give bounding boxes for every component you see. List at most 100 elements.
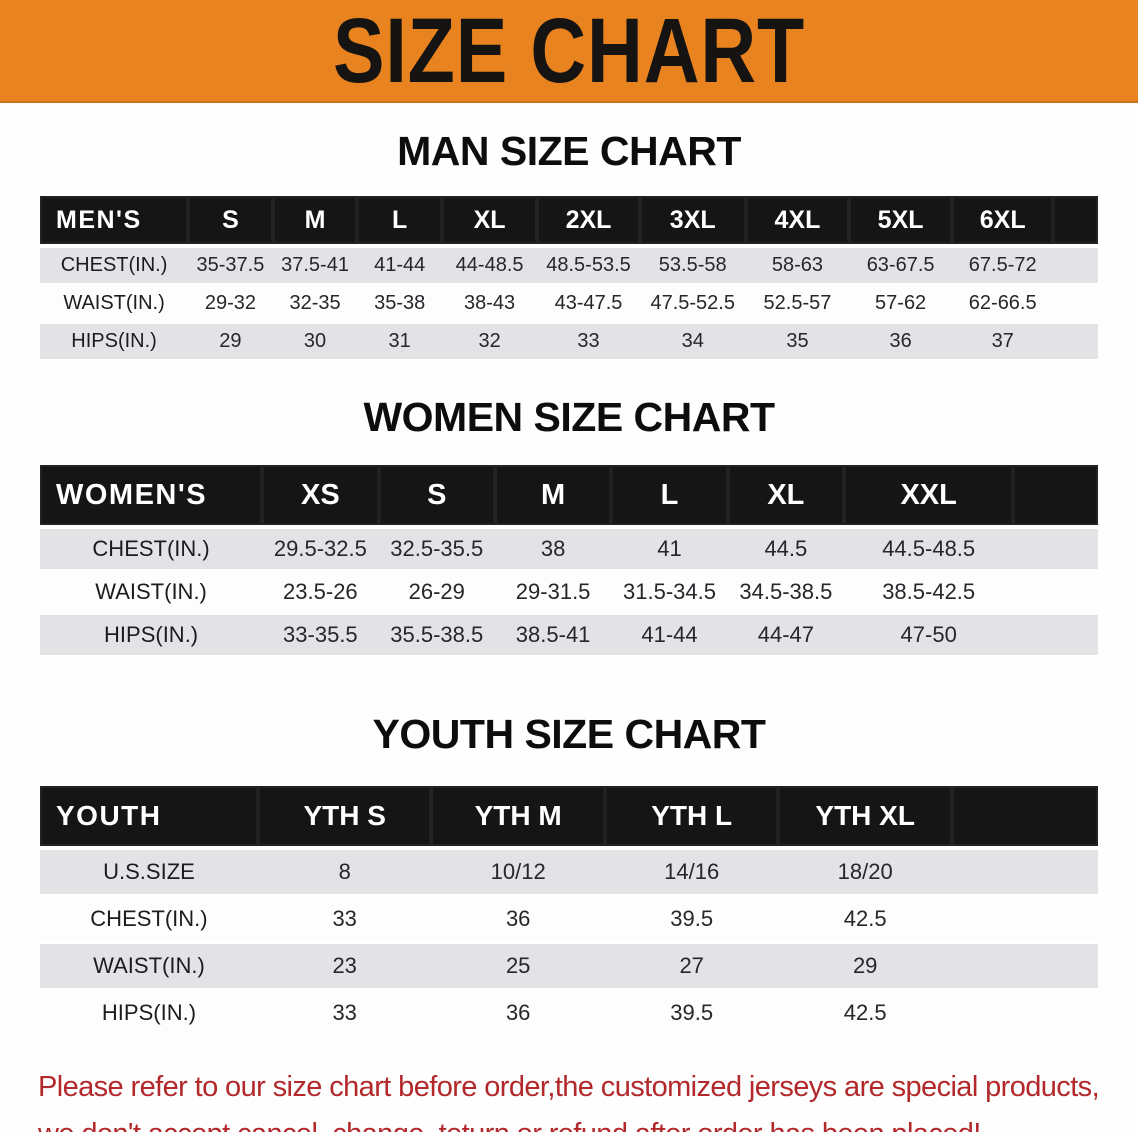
table-row: HIPS(IN.) 29 30 31 32 33 34 35 36 37 — [40, 324, 1098, 362]
size-value-cell: 29.5-32.5 — [262, 529, 379, 572]
size-value-cell: 62-66.5 — [951, 286, 1054, 324]
table-corner-label: YOUTH — [40, 786, 258, 850]
table-row: CHEST(IN.) 35-37.5 37.5-41 41-44 44-48.5 48.5… — [40, 248, 1098, 286]
spacer-cell — [1053, 248, 1098, 286]
size-value-cell: 38-43 — [441, 286, 538, 324]
size-column-header: M — [272, 196, 358, 248]
size-value-cell: 23 — [257, 944, 432, 991]
size-value-cell: 35 — [745, 324, 850, 362]
women-size-table: WOMEN'S XS S M L XL XXL CHEST(IN.) 29.5-32.5 32.5… — [40, 465, 1098, 658]
size-value-cell: 36 — [431, 991, 605, 1038]
table-row: U.S.SIZE 8 10/12 14/16 18/20 — [40, 850, 1098, 897]
size-column-header: YTH M — [431, 786, 605, 850]
table-corner-label: MEN'S — [40, 196, 189, 248]
row-label: WAIST(IN.) — [40, 572, 263, 615]
spacer-cell — [951, 850, 1098, 897]
size-column-header: XS — [262, 465, 379, 529]
disclaimer: Please refer to our size chart before or… — [38, 1064, 1100, 1132]
size-value-cell: 31.5-34.5 — [611, 572, 728, 615]
size-column-header: YTH L — [604, 786, 779, 850]
section-heading-man: MAN SIZE CHART — [397, 128, 741, 174]
size-column-header: S — [378, 465, 495, 529]
spacer-cell — [951, 991, 1098, 1038]
disclaimer-line-2: we don't accept cancel, change, teturn o… — [38, 1111, 1100, 1132]
section-heading-youth: YOUTH SIZE CHART — [372, 711, 766, 757]
row-label: CHEST(IN.) — [40, 248, 189, 286]
table-header-row: WOMEN'S XS S M L XL XXL — [40, 465, 1098, 529]
size-value-cell: 18/20 — [778, 850, 952, 897]
spacer-cell — [1053, 196, 1098, 248]
table-row: HIPS(IN.) 33-35.5 35.5-38.5 38.5-41 41-44 44-… — [40, 615, 1098, 658]
size-value-cell: 52.5-57 — [745, 286, 850, 324]
size-value-cell: 31 — [357, 324, 442, 362]
size-value-cell: 36 — [431, 897, 605, 944]
size-value-cell: 32.5-35.5 — [378, 529, 495, 572]
section-heading-women: WOMEN SIZE CHART — [363, 394, 775, 440]
size-value-cell: 27 — [604, 944, 779, 991]
size-column-header: M — [494, 465, 612, 529]
size-value-cell: 29 — [778, 944, 952, 991]
table-row: WAIST(IN.) 23.5-26 26-29 29-31.5 31.5-34.5 34… — [40, 572, 1098, 615]
size-value-cell: 39.5 — [604, 991, 779, 1038]
size-column-header: 6XL — [951, 196, 1054, 248]
size-value-cell: 44.5-48.5 — [844, 529, 1014, 572]
spacer-cell — [951, 944, 1098, 991]
table-row: WAIST(IN.) 23 25 27 29 — [40, 944, 1098, 991]
size-value-cell: 44-48.5 — [441, 248, 538, 286]
size-column-header: YTH XL — [778, 786, 952, 850]
size-value-cell: 33 — [257, 897, 432, 944]
youth-size-table-wrap: YOUTH YTH S YTH M YTH L YTH XL U.S.SIZE 8 10/12… — [40, 786, 1098, 1038]
man-size-chart-section: MAN SIZE CHART MEN'S S M L XL 2XL 3XL 4XL 5XL 6XL… — [0, 127, 1138, 362]
table-row: HIPS(IN.) 33 36 39.5 42.5 — [40, 991, 1098, 1038]
size-column-header: L — [357, 196, 442, 248]
row-label: HIPS(IN.) — [40, 615, 263, 658]
size-value-cell: 8 — [257, 850, 432, 897]
size-value-cell: 35-37.5 — [188, 248, 273, 286]
size-column-header: 4XL — [745, 196, 850, 248]
size-value-cell: 33-35.5 — [262, 615, 379, 658]
size-value-cell: 29-31.5 — [494, 572, 612, 615]
size-value-cell: 43-47.5 — [537, 286, 640, 324]
row-label: WAIST(IN.) — [40, 286, 189, 324]
row-label: CHEST(IN.) — [40, 529, 263, 572]
row-label: HIPS(IN.) — [40, 324, 189, 362]
size-value-cell: 10/12 — [431, 850, 605, 897]
size-value-cell: 30 — [272, 324, 358, 362]
spacer-cell — [1013, 615, 1098, 658]
men-size-table-wrap: MEN'S S M L XL 2XL 3XL 4XL 5XL 6XL CHEST(IN.) 35-37… — [40, 196, 1098, 362]
banner: SIZE CHART — [0, 0, 1138, 103]
spacer-cell — [1053, 286, 1098, 324]
spacer-cell — [1013, 529, 1098, 572]
size-value-cell: 26-29 — [378, 572, 495, 615]
size-value-cell: 37.5-41 — [272, 248, 358, 286]
spacer-cell — [1013, 465, 1098, 529]
size-value-cell: 14/16 — [604, 850, 779, 897]
size-value-cell: 32-35 — [272, 286, 358, 324]
spacer-cell — [951, 897, 1098, 944]
size-value-cell: 44.5 — [727, 529, 845, 572]
women-size-chart-section: WOMEN SIZE CHART WOMEN'S XS S M L XL XXL CHEST(… — [0, 393, 1138, 658]
row-label: WAIST(IN.) — [40, 944, 258, 991]
size-value-cell: 33 — [257, 991, 432, 1038]
size-value-cell: 48.5-53.5 — [537, 248, 640, 286]
size-value-cell: 63-67.5 — [849, 248, 952, 286]
table-header-row: MEN'S S M L XL 2XL 3XL 4XL 5XL 6XL — [40, 196, 1098, 248]
size-value-cell: 29 — [188, 324, 273, 362]
size-value-cell: 38 — [494, 529, 612, 572]
size-value-cell: 33 — [537, 324, 640, 362]
size-value-cell: 44-47 — [727, 615, 845, 658]
size-value-cell: 67.5-72 — [951, 248, 1054, 286]
size-column-header: XL — [441, 196, 538, 248]
size-column-header: YTH S — [257, 786, 432, 850]
spacer-cell — [951, 786, 1098, 850]
size-value-cell: 42.5 — [778, 897, 952, 944]
size-value-cell: 41-44 — [611, 615, 728, 658]
row-label: CHEST(IN.) — [40, 897, 258, 944]
youth-size-chart-section: YOUTH SIZE CHART YOUTH YTH S YTH M YTH L YTH… — [0, 710, 1138, 1038]
size-value-cell: 47-50 — [844, 615, 1014, 658]
size-value-cell: 53.5-58 — [639, 248, 746, 286]
size-value-cell: 38.5-42.5 — [844, 572, 1014, 615]
size-column-header: 5XL — [849, 196, 952, 248]
size-value-cell: 37 — [951, 324, 1054, 362]
